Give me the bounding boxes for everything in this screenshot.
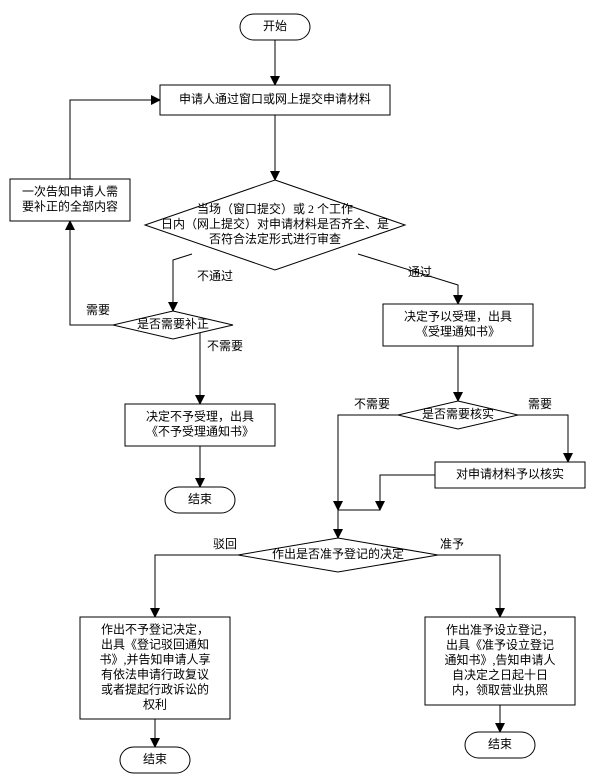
- node-approve_q-label: 作出是否准予登记的决定: [272, 546, 404, 561]
- node-end2-label: 结束: [143, 752, 167, 766]
- edge-5: [70, 100, 160, 179]
- edge-3-label: 通过: [408, 265, 432, 279]
- node-start-label: 开始: [263, 19, 287, 33]
- node-granted-label: 作出准予设立登记，出具《准予设立登记通知书》,告知申请人自决定之日起十日内，领取…: [444, 622, 555, 697]
- edge-14: [155, 555, 238, 617]
- edge-15: [438, 555, 500, 617]
- node-verify-label: 对申请材料予以核实: [456, 466, 564, 481]
- node-need_ver-label: 是否需要核实: [422, 406, 494, 421]
- edge-6-label: 不需要: [207, 339, 243, 353]
- edge-14-label: 驳回: [213, 537, 237, 551]
- node-notify_fix-label: 一次告知申请人需要补正的全部内容: [22, 184, 118, 213]
- node-end3-label: 结束: [488, 737, 512, 751]
- node-submit-label: 申请人通过窗口或网上提交申请材料: [179, 91, 371, 106]
- edge-2-label: 不通过: [197, 269, 233, 283]
- edge-11-label: 不需要: [354, 397, 390, 411]
- edge-3: [358, 254, 458, 304]
- edge-9: [518, 415, 568, 462]
- node-end1-label: 结束: [188, 492, 212, 506]
- edge-4-label: 需要: [86, 303, 110, 317]
- edge-11: [338, 415, 398, 510]
- edge-9-label: 需要: [528, 397, 552, 411]
- node-need_fix-label: 是否需要补正: [137, 317, 209, 331]
- edge-2: [173, 254, 192, 311]
- edge-15-label: 准予: [440, 537, 464, 551]
- edge-10: [380, 475, 435, 510]
